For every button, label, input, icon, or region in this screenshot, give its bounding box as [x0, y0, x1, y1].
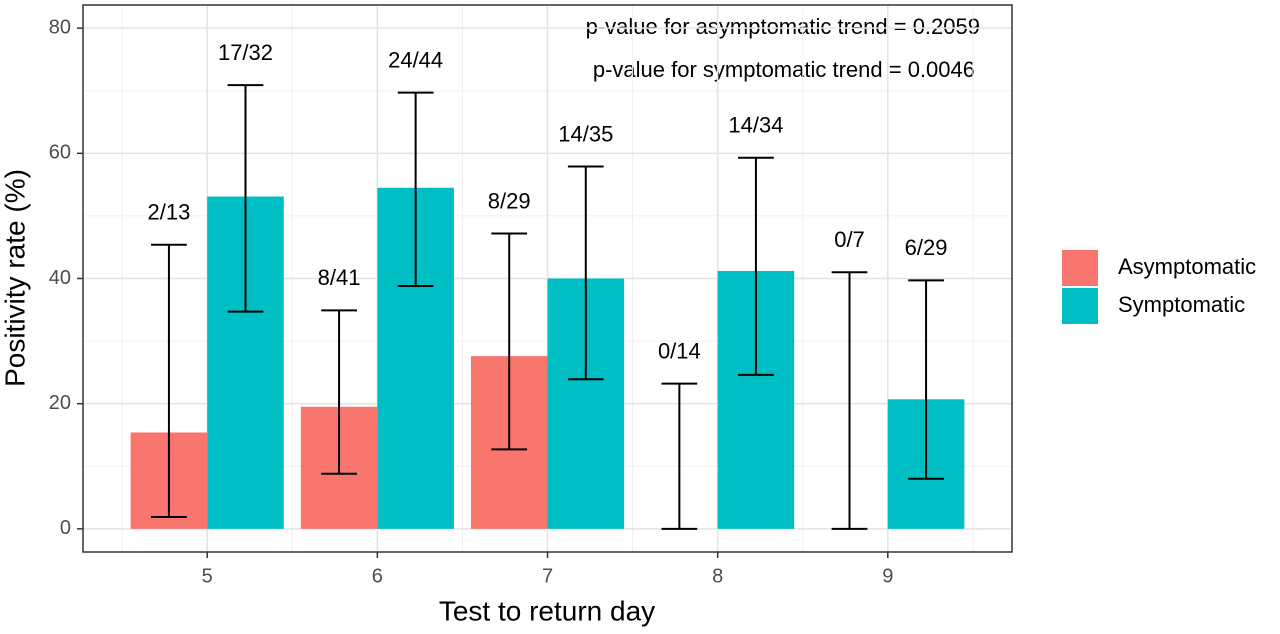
y-tick-label: 0: [60, 517, 71, 539]
x-tick-label: 9: [882, 565, 893, 587]
count-label: 14/34: [728, 113, 783, 138]
error-bar: [738, 156, 774, 376]
annotation: p-value for asymptomatic trend = 0.2059: [586, 14, 980, 39]
count-label: 6/29: [905, 235, 948, 260]
legend-label: Asymptomatic: [1118, 254, 1256, 279]
y-tick-label: 60: [49, 142, 71, 164]
y-tick-label: 80: [49, 16, 71, 38]
error-bar: [321, 309, 357, 475]
x-tick-label: 7: [542, 565, 553, 587]
x-tick-label: 8: [712, 565, 723, 587]
legend-swatch: [1062, 250, 1098, 286]
plot: 0 20 40 60 80 5 6 7 8 9 2/13 8/41 8/29 0/14 0/7 17/32 24…: [49, 4, 1256, 587]
count-label: 2/13: [148, 200, 191, 225]
error-bar: [908, 279, 944, 480]
count-label: 17/32: [218, 40, 273, 65]
count-label: 8/29: [488, 188, 531, 213]
legend-label: Symptomatic: [1118, 292, 1245, 317]
error-bar: [831, 271, 868, 530]
x-tick-label: 5: [202, 565, 213, 587]
error-bar: [227, 84, 264, 313]
y-axis-title: Positivity rate (%): [0, 169, 30, 387]
error-bar: [567, 165, 604, 381]
count-label: 8/41: [318, 265, 361, 290]
error-bar: [661, 382, 698, 530]
annotation: p-value for symptomatic trend = 0.0046: [593, 57, 975, 82]
legend-swatch: [1062, 288, 1098, 324]
count-label: 24/44: [388, 47, 443, 72]
y-tick-label: 40: [49, 267, 71, 289]
count-label: 14/35: [558, 121, 613, 146]
error-bar: [397, 91, 434, 288]
y-tick-label: 20: [49, 392, 71, 414]
x-axis-title: Test to return day: [439, 595, 655, 626]
plot-border: [82, 4, 1013, 553]
count-label: 0/14: [658, 338, 701, 363]
count-label: 0/7: [834, 227, 865, 252]
error-bar: [151, 243, 187, 518]
x-tick-label: 6: [372, 565, 383, 587]
error-bar: [491, 232, 528, 451]
